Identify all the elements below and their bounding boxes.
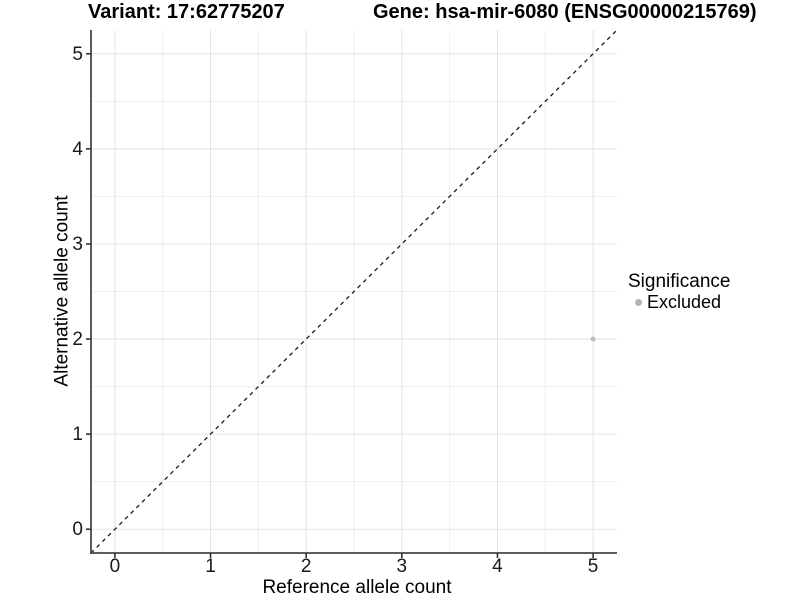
- y-axis-title: Alternative allele count: [51, 195, 73, 387]
- y-tick-label: 4: [72, 138, 83, 160]
- x-tick-label: 5: [587, 556, 599, 577]
- y-tick-label: 3: [72, 233, 83, 255]
- legend-item-excluded: Excluded: [628, 293, 730, 311]
- legend-title: Significance: [628, 271, 731, 292]
- x-tick-label: 3: [396, 556, 408, 577]
- y-tick-label: 2: [72, 329, 83, 351]
- excluded-point-marker-icon: [635, 298, 642, 306]
- legend-item-label: Excluded: [647, 292, 722, 312]
- x-axis-title: Reference allele count: [262, 577, 452, 598]
- x-tick-label: 2: [300, 556, 312, 577]
- x-tick-label: 1: [205, 556, 216, 577]
- x-tick-label: 4: [492, 556, 503, 577]
- identity-dashed-line: [90, 29, 618, 554]
- y-tick-label: 0: [72, 519, 83, 541]
- gene-title: Gene: hsa-mir-6080 (ENSG00000215769): [373, 1, 757, 23]
- variant-title: Variant: 17:62775207: [88, 1, 285, 23]
- legend: Significance Excluded: [628, 271, 731, 312]
- y-tick-label: 1: [72, 424, 83, 446]
- x-tick-label: 0: [109, 556, 121, 577]
- y-tick-label: 5: [72, 43, 83, 65]
- data-point: [590, 336, 596, 342]
